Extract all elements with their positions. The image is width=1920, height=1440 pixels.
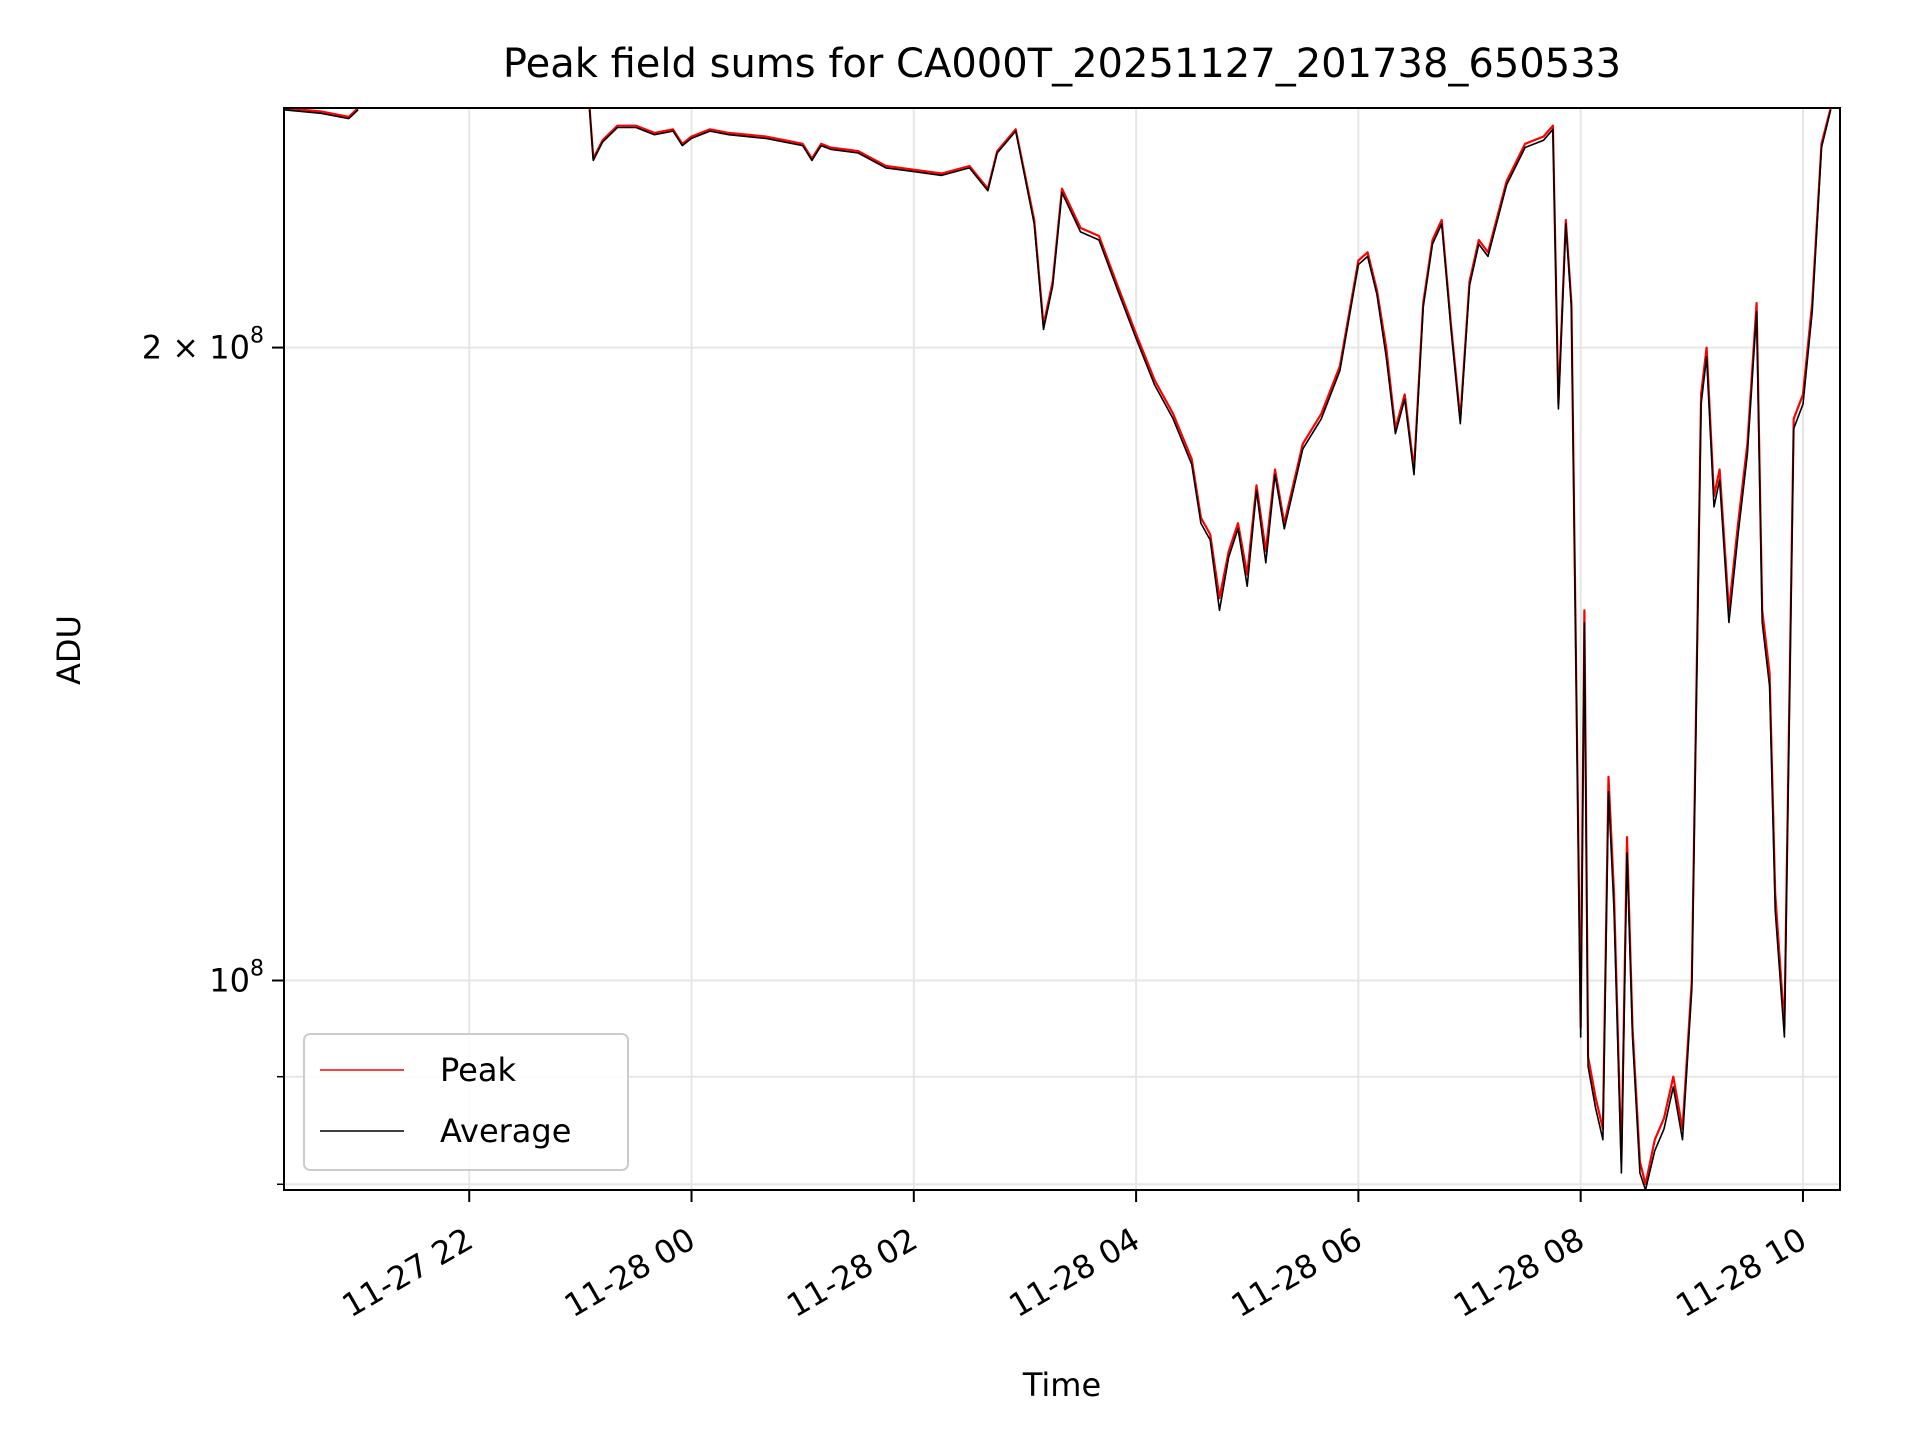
legend-box (303, 1033, 629, 1171)
plot-lines (284, 108, 1832, 1190)
legend-label-peak: Peak (440, 1051, 516, 1089)
legend: Peak Average (303, 1033, 629, 1171)
y-tick-label: 2 × 108 (142, 324, 264, 367)
legend-label-average: Average (440, 1112, 571, 1150)
series-line-average (284, 109, 1832, 1190)
y-axis-label: ADU (50, 615, 88, 685)
x-axis-label: Time (1022, 1366, 1101, 1404)
chart-title: Peak field sums for CA000T_20251127_2017… (503, 41, 1621, 87)
y-tick-label: 108 (209, 957, 264, 1000)
axes-frame (283, 107, 1841, 1191)
y-axis-ticks: 108 2 × 108 (142, 324, 284, 1186)
